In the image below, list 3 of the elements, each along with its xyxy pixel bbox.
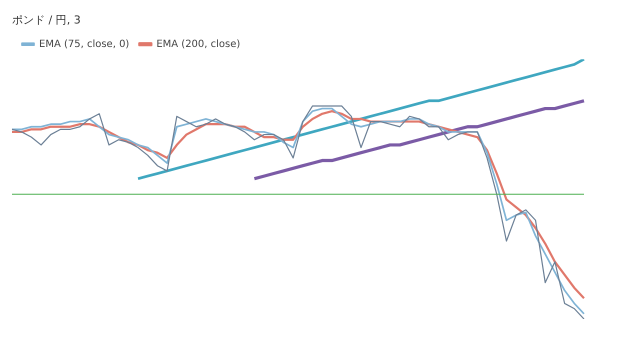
legend-label: EMA (75, close, 0) bbox=[39, 38, 130, 50]
legend-label: EMA (200, close) bbox=[156, 38, 240, 50]
chart-title: ポンド / 円, 3 bbox=[12, 13, 81, 26]
